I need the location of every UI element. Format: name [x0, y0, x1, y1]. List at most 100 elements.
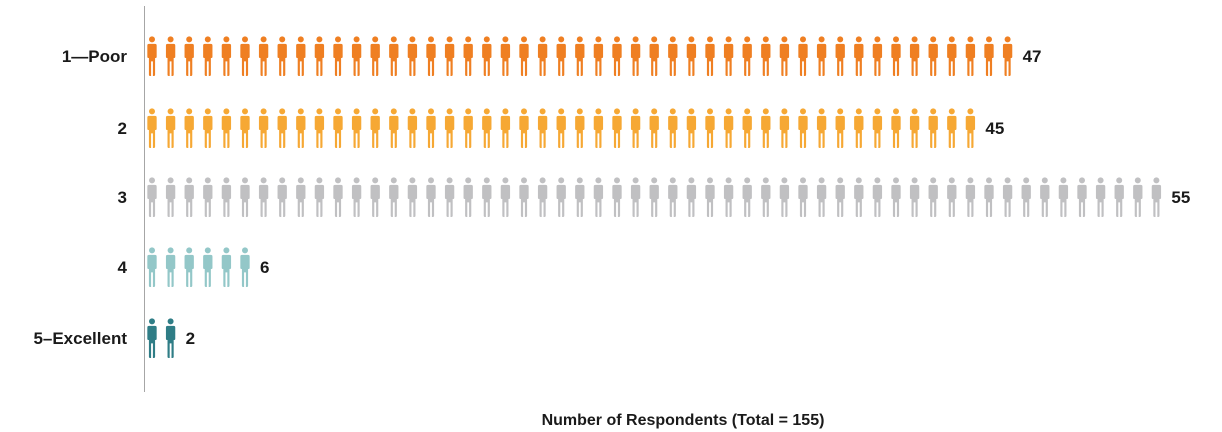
person-icon	[668, 36, 678, 76]
person-icon	[500, 36, 511, 76]
person-icon	[351, 108, 362, 148]
person-icon	[1021, 177, 1031, 217]
person-icon	[1133, 177, 1143, 217]
person-icon	[984, 177, 994, 217]
person-icon	[240, 177, 250, 217]
person-icon	[705, 108, 715, 148]
person-icon	[575, 108, 585, 148]
person-icon	[965, 108, 976, 148]
person-icon	[575, 36, 585, 76]
person-icon	[816, 177, 827, 217]
value-label: 55	[1171, 188, 1190, 207]
person-icon	[742, 36, 752, 76]
person-icon	[593, 177, 604, 217]
person-icon	[668, 108, 678, 148]
person-icon	[556, 108, 566, 148]
person-icon	[1002, 177, 1013, 217]
person-icon	[835, 36, 845, 76]
person-icon	[928, 177, 938, 217]
person-icon	[500, 177, 511, 217]
person-icon	[612, 177, 622, 217]
person-icon	[556, 36, 566, 76]
person-icon	[389, 108, 399, 148]
person-icon	[165, 36, 176, 76]
person-icon	[1077, 177, 1087, 217]
category-label: 2	[118, 119, 127, 138]
person-icon	[314, 36, 325, 76]
person-icon	[630, 108, 641, 148]
person-icon	[835, 108, 845, 148]
person-icon	[947, 177, 957, 217]
person-icon	[1114, 177, 1124, 217]
person-icon	[630, 36, 641, 76]
person-icon	[426, 36, 436, 76]
person-icon	[798, 177, 808, 217]
person-icon	[444, 36, 455, 76]
person-icon	[370, 36, 380, 76]
person-icon	[221, 177, 232, 217]
person-icon	[686, 108, 697, 148]
person-icon	[612, 36, 622, 76]
person-icon	[909, 108, 920, 148]
person-icon	[147, 318, 157, 358]
person-icon	[203, 36, 213, 76]
person-icon	[649, 108, 659, 148]
person-icon	[407, 108, 418, 148]
person-icon	[947, 36, 957, 76]
value-label: 45	[985, 119, 1004, 138]
person-icon	[482, 177, 492, 217]
person-icon	[296, 36, 306, 76]
person-icon	[333, 36, 343, 76]
person-icon	[482, 36, 492, 76]
person-icon	[1058, 177, 1069, 217]
person-icon	[686, 177, 697, 217]
person-icon	[1151, 177, 1162, 217]
person-icon	[686, 36, 697, 76]
person-icon	[854, 108, 864, 148]
person-icon	[519, 108, 529, 148]
person-icon	[723, 36, 734, 76]
person-icon	[649, 177, 659, 217]
person-icon	[407, 177, 418, 217]
person-icon	[965, 177, 976, 217]
person-icon	[147, 177, 157, 217]
person-icon	[351, 177, 362, 217]
value-label: 47	[1023, 47, 1042, 66]
person-icon	[482, 108, 492, 148]
row-2: 2 45	[118, 108, 1004, 148]
person-icon	[909, 36, 920, 76]
person-icon	[891, 36, 901, 76]
person-icon	[240, 247, 250, 287]
person-icon	[798, 108, 808, 148]
person-icon	[593, 108, 604, 148]
person-icon	[463, 177, 473, 217]
person-icon	[537, 177, 548, 217]
person-icon	[333, 108, 343, 148]
person-icon	[444, 177, 455, 217]
person-icon	[184, 36, 194, 76]
person-icon	[370, 108, 380, 148]
person-icon	[165, 108, 176, 148]
person-icon	[649, 36, 659, 76]
person-icon	[426, 177, 436, 217]
person-icon	[854, 36, 864, 76]
person-icon	[872, 177, 883, 217]
person-icon	[370, 177, 380, 217]
row-3: 3 55	[118, 177, 1190, 217]
value-label: 2	[186, 329, 195, 348]
person-icon	[240, 36, 250, 76]
person-icon	[165, 318, 176, 358]
person-icon	[761, 177, 771, 217]
person-icon	[165, 177, 176, 217]
person-icon	[426, 108, 436, 148]
chart-rows: 1—Poor 472 453 554 65–Excellent 2	[33, 36, 1190, 358]
person-icon	[147, 108, 157, 148]
person-icon	[668, 177, 678, 217]
person-icon	[277, 177, 287, 217]
person-icon	[221, 247, 232, 287]
person-icon	[816, 108, 827, 148]
person-icon	[314, 177, 325, 217]
person-icon	[537, 108, 548, 148]
